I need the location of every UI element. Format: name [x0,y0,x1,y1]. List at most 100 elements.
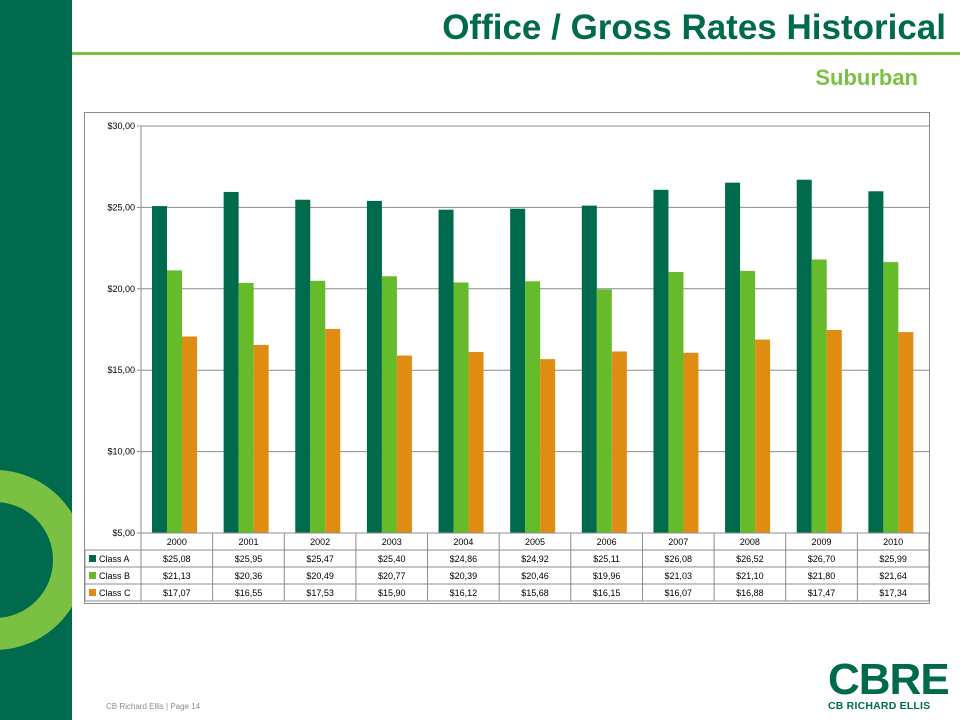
bar-class-c [396,355,412,533]
data-label: $16,55 [235,588,263,598]
bar-class-c [253,344,269,533]
bar-class-b [740,270,756,533]
data-label: $21,13 [163,571,191,581]
decorative-arc [0,470,72,650]
x-tick-label: 2002 [310,537,330,547]
data-label: $20,46 [521,571,549,581]
bar-class-c [755,339,771,533]
legend-label: Class A [99,554,130,564]
bar-class-c [826,329,842,533]
data-label: $24,86 [450,554,478,564]
legend-swatch [89,589,96,596]
bar-class-a [796,179,812,533]
bar-class-a [725,182,741,533]
x-tick-label: 2000 [167,537,187,547]
y-tick-label: $15,00 [107,365,135,375]
data-label: $26,70 [808,554,836,564]
bar-class-a [438,209,454,533]
bar-class-c [898,332,914,533]
data-label: $21,10 [736,571,764,581]
x-tick-label: 2008 [740,537,760,547]
data-label: $25,95 [235,554,263,564]
y-tick-label: $25,00 [107,202,135,212]
data-label: $25,40 [378,554,406,564]
bar-class-a [653,189,669,533]
bar-class-b [453,282,469,533]
data-label: $20,36 [235,571,263,581]
x-tick-label: 2003 [382,537,402,547]
bar-class-a [295,199,311,533]
legend-swatch [89,572,96,579]
bar-class-a [868,191,884,533]
bar-class-a [366,200,382,533]
bar-class-b [238,282,254,533]
legend-label: Class B [99,571,130,581]
left-sidebar-band [0,0,72,720]
footer-text: CB Richard Ellis | Page 14 [106,702,201,711]
data-label: $25,99 [879,554,907,564]
data-label: $21,64 [879,571,907,581]
page-title: Office / Gross Rates Historical [442,8,946,47]
bar-class-a [581,205,597,533]
bar-class-c [540,359,556,533]
bar-class-a [152,206,167,533]
data-label: $25,11 [593,554,620,564]
data-label: $17,34 [879,588,907,598]
bar-class-b [883,262,899,533]
y-tick-label: $10,00 [107,447,135,457]
bar-class-c [325,329,341,533]
data-label: $21,80 [808,571,836,581]
x-tick-label: 2004 [453,537,473,547]
data-label: $17,47 [808,588,836,598]
title-divider [72,52,960,55]
data-label: $20,49 [306,571,334,581]
x-tick-label: 2007 [668,537,688,547]
bar-class-c [182,336,197,533]
logo-wordmark: CBRE [828,655,950,704]
legend-swatch [89,555,96,562]
data-label: $25,08 [163,554,191,564]
data-label: $26,52 [736,554,764,564]
chart-area: $5,00 $10,00 $15,00 $20,00 $25,00 $30,00 2000 2… [84,112,930,604]
data-label: $17,07 [163,588,191,598]
data-label: $19,96 [593,571,621,581]
bar-chart: $5,00 $10,00 $15,00 $20,00 $25,00 $30,00 2000 2… [85,121,930,602]
bar-class-b [167,270,182,533]
page-subtitle: Suburban [815,65,918,90]
bar-class-a [510,208,526,533]
bar-class-c [683,352,699,533]
logo-subtext: CB RICHARD ELLIS [828,700,931,712]
data-label: $15,90 [378,588,406,598]
data-label: $16,12 [450,588,478,598]
bar-class-c [468,351,484,533]
cbre-logo: CBRE CB RICHARD ELLIS [828,655,950,713]
data-label: $24,92 [521,554,549,564]
bar-class-c [611,351,627,533]
x-tick-label: 2010 [883,537,903,547]
data-label: $17,53 [306,588,334,598]
x-tick-label: 2009 [812,537,832,547]
y-tick-label: $20,00 [107,284,135,294]
legend-label: Class C [99,588,131,598]
bar-class-b [525,281,541,533]
data-label: $16,15 [593,588,621,598]
data-label: $26,08 [665,554,693,564]
data-label: $16,88 [736,588,764,598]
bar-class-a [223,191,239,533]
data-label: $15,68 [521,588,549,598]
data-label: $21,03 [665,571,693,581]
y-tick-label: $30,00 [107,121,135,131]
data-label: $25,47 [306,554,334,564]
bar-class-b [310,280,326,533]
bar-class-b [668,272,684,533]
x-tick-label: 2006 [597,537,617,547]
x-tick-label: 2001 [238,537,258,547]
x-tick-label: 2005 [525,537,545,547]
bar-class-b [381,276,397,533]
bar-class-b [811,259,827,533]
bar-class-b [596,289,612,533]
y-tick-label: $5,00 [112,528,135,538]
data-label: $20,77 [378,571,406,581]
data-label: $20,39 [450,571,478,581]
data-label: $16,07 [665,588,693,598]
